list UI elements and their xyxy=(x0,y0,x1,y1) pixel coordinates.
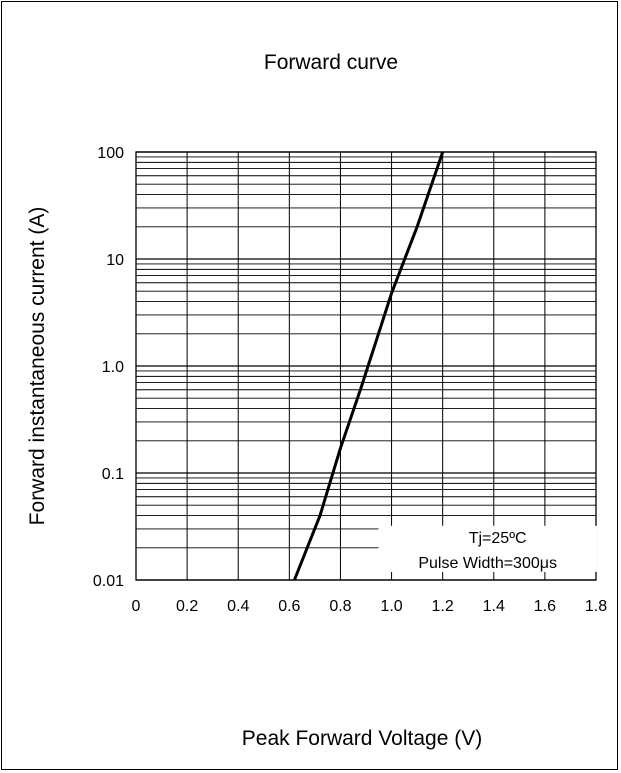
chart-title: Forward curve xyxy=(264,51,398,74)
x-axis-label: Peak Forward Voltage (V) xyxy=(242,727,482,750)
x-tick-label: 1.6 xyxy=(534,598,556,615)
annotation-box: Tj=25ºC Pulse Width=300μs xyxy=(378,525,597,572)
x-tick-label: 1.0 xyxy=(380,598,402,615)
y-tick-label: 0.01 xyxy=(93,573,124,590)
y-tick-label: 10 xyxy=(106,252,124,269)
x-tick-label: 0.2 xyxy=(176,598,198,615)
tick-labels: 0 0.2 0.4 0.6 0.8 1.0 1.2 1.4 1.6 1.8 0.01 0.1 1.0 10… xyxy=(93,145,607,615)
grid xyxy=(135,151,597,581)
annotation-line-2: Pulse Width=300μs xyxy=(418,555,557,572)
y-axis-label: Forward instantaneous current (A) xyxy=(26,207,49,526)
x-tick-label: 1.8 xyxy=(585,598,607,615)
x-tick-label: 0.4 xyxy=(227,598,249,615)
y-tick-label: 100 xyxy=(97,145,124,162)
x-tick-label: 1.4 xyxy=(483,598,505,615)
y-tick-label: 0.1 xyxy=(102,466,124,483)
series-line-0 xyxy=(293,151,445,581)
annotation-line-1: Tj=25ºC xyxy=(469,530,527,547)
x-tick-label: 1.2 xyxy=(432,598,454,615)
x-tick-label: 0 xyxy=(132,598,141,615)
series-layer xyxy=(293,151,445,581)
y-tick-label: 1.0 xyxy=(102,359,124,376)
plot-border xyxy=(135,151,597,581)
x-tick-label: 0.6 xyxy=(278,598,300,615)
x-tick-label: 0.8 xyxy=(329,598,351,615)
